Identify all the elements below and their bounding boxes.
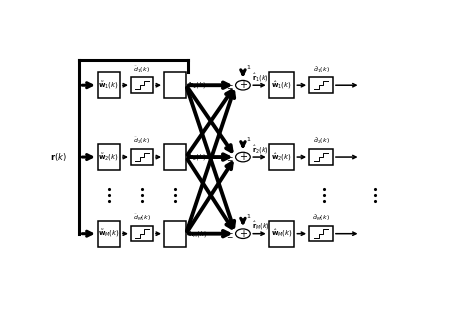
Text: $\hat{\mathbf{r}}_{1}(k)$: $\hat{\mathbf{r}}_{1}(k)$: [252, 72, 269, 84]
Text: $\hat{\mathbf{w}}_{M}(k)$: $\hat{\mathbf{w}}_{M}(k)$: [271, 228, 292, 239]
Text: $\tilde{\mathbf{w}}_{M}(k)$: $\tilde{\mathbf{w}}_{M}(k)$: [98, 228, 120, 239]
Text: $\hat{\mathbf{r}}_{M}(k)$: $\hat{\mathbf{r}}_{M}(k)$: [252, 220, 270, 233]
Bar: [131, 77, 153, 93]
Text: 1: 1: [246, 214, 250, 219]
Circle shape: [236, 229, 250, 239]
Text: $\mathbf{h}_{M}(k)$: $\mathbf{h}_{M}(k)$: [188, 229, 207, 239]
Text: $\tilde{\mathbf{w}}_{1}(k)$: $\tilde{\mathbf{w}}_{1}(k)$: [99, 80, 119, 91]
Text: $\hat{\mathbf{r}}_{2}(k)$: $\hat{\mathbf{r}}_{2}(k)$: [252, 143, 269, 156]
Text: $-$: $-$: [226, 82, 234, 91]
Text: 1: 1: [246, 66, 250, 71]
Text: +: +: [239, 152, 247, 162]
Circle shape: [236, 152, 250, 162]
Bar: [309, 77, 333, 93]
Bar: [164, 72, 186, 98]
Text: +: +: [239, 229, 247, 239]
Bar: [131, 226, 153, 241]
Text: $\mathbf{h}_{2}(k)$: $\mathbf{h}_{2}(k)$: [188, 152, 206, 162]
Text: $\tilde{\mathbf{w}}_{2}(k)$: $\tilde{\mathbf{w}}_{2}(k)$: [99, 151, 119, 163]
Text: $-$: $-$: [226, 79, 234, 88]
Bar: [269, 144, 294, 170]
Bar: [98, 72, 120, 98]
Text: $\mathbf{r}(k)$: $\mathbf{r}(k)$: [50, 151, 66, 163]
Circle shape: [236, 81, 250, 90]
Bar: [164, 220, 186, 247]
Text: 1: 1: [246, 137, 250, 142]
Text: $-$: $-$: [226, 231, 234, 240]
Bar: [98, 144, 120, 170]
Text: $\hat{d}_{2}(k)$: $\hat{d}_{2}(k)$: [312, 136, 329, 146]
Text: $-$: $-$: [226, 151, 234, 160]
Bar: [131, 149, 153, 165]
Text: $\tilde{d}_{1}(k)$: $\tilde{d}_{1}(k)$: [134, 64, 150, 75]
Text: +: +: [239, 80, 247, 90]
Bar: [164, 144, 186, 170]
Bar: [309, 149, 333, 165]
Text: $\hat{\mathbf{w}}_{2}(k)$: $\hat{\mathbf{w}}_{2}(k)$: [271, 151, 292, 163]
Text: $\tilde{d}_{M}(k)$: $\tilde{d}_{M}(k)$: [133, 213, 151, 223]
Bar: [269, 220, 294, 247]
Text: $\hat{d}_{M}(k)$: $\hat{d}_{M}(k)$: [312, 212, 330, 223]
Text: $\tilde{d}_{2}(k)$: $\tilde{d}_{2}(k)$: [134, 136, 150, 146]
Text: $-$: $-$: [226, 228, 234, 236]
Text: $\hat{\mathbf{w}}_{1}(k)$: $\hat{\mathbf{w}}_{1}(k)$: [271, 80, 292, 91]
Bar: [98, 220, 120, 247]
Text: $\hat{d}_{1}(k)$: $\hat{d}_{1}(k)$: [312, 64, 329, 75]
Bar: [309, 226, 333, 241]
Bar: [269, 72, 294, 98]
Text: $\mathbf{h}_{1}(k)$: $\mathbf{h}_{1}(k)$: [188, 80, 206, 90]
Text: $-$: $-$: [226, 154, 234, 163]
